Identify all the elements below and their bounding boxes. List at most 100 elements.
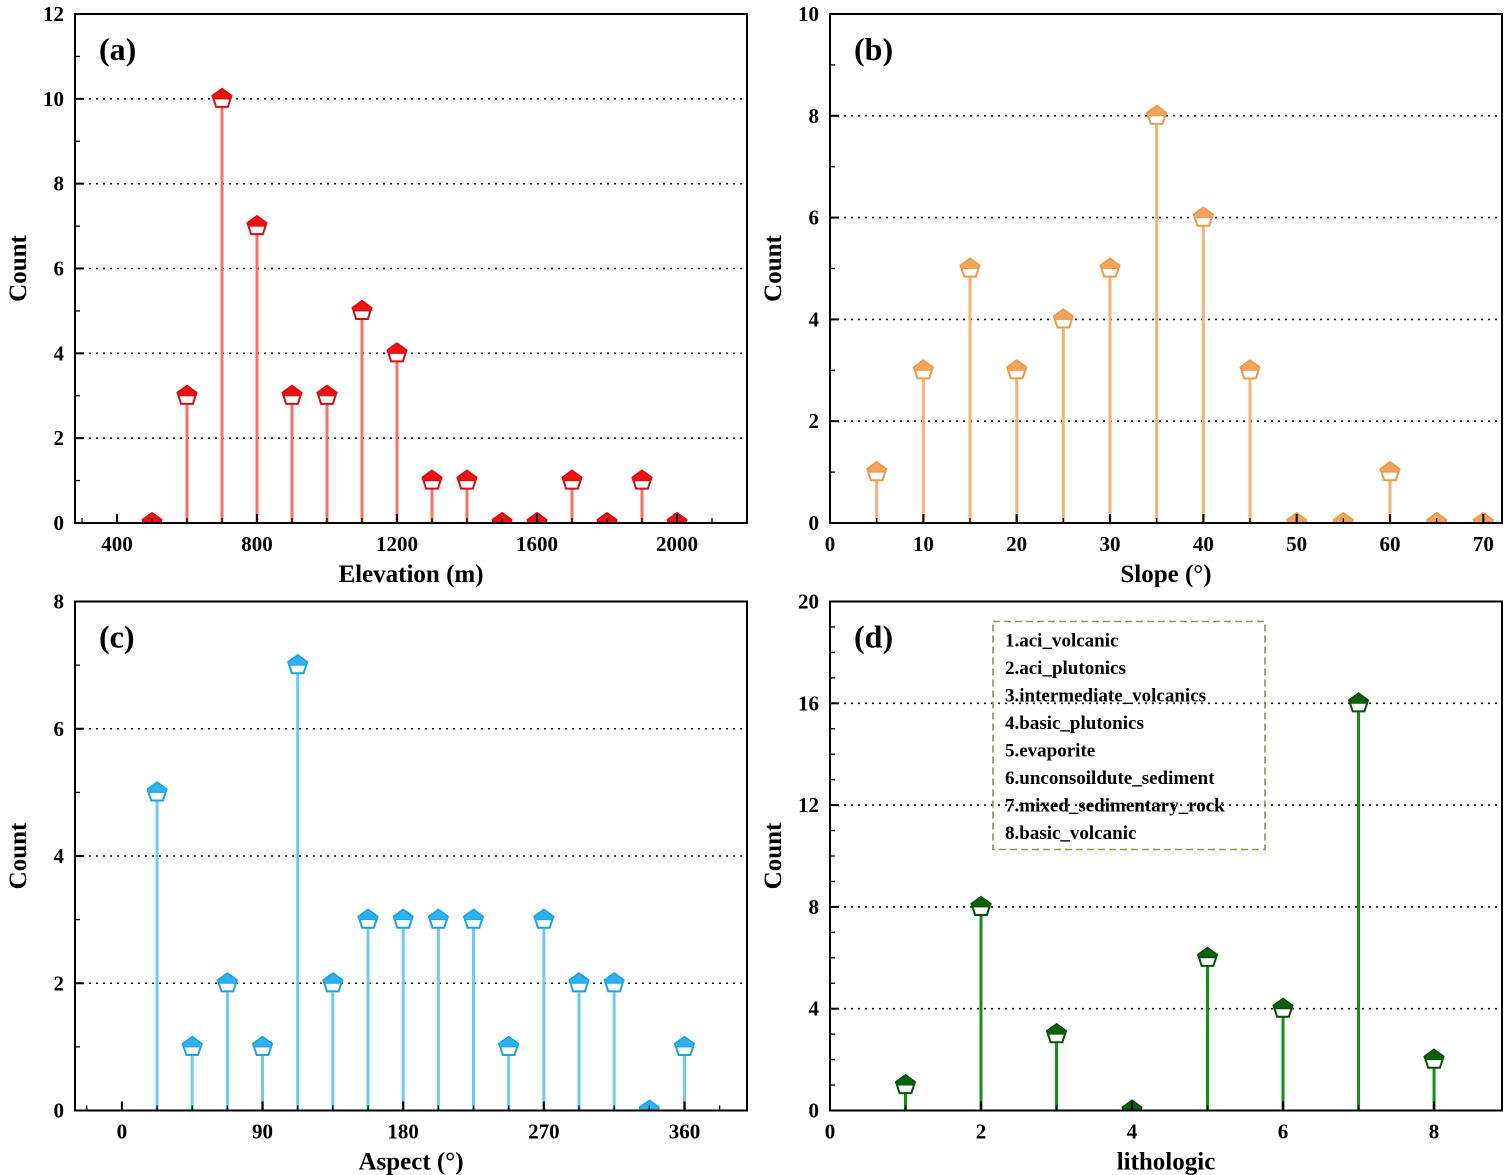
marker-top-fill: [1348, 692, 1369, 704]
y-tick-label: 2: [54, 426, 65, 450]
marker-top-fill: [287, 654, 308, 666]
x-tick-label: 6: [1278, 1120, 1289, 1144]
legend-item: 1.aci_volcanic: [1005, 631, 1118, 652]
marker-top-fill: [386, 342, 408, 354]
marker-top-fill: [421, 469, 443, 482]
series-group: [865, 104, 1495, 523]
x-tick-label: 180: [387, 1120, 419, 1144]
x-tick-label: 40: [1193, 532, 1214, 556]
y-tick-label: 2: [809, 409, 820, 433]
legend-item: 6.unconsoildute_sediment: [1005, 768, 1215, 789]
y-tick-label: 4: [809, 307, 820, 331]
marker-top-fill: [252, 1036, 273, 1048]
series-group: [894, 692, 1445, 1111]
y-tick-label: 6: [809, 206, 820, 230]
y-tick-label: 0: [54, 511, 65, 535]
x-tick-label: 400: [101, 532, 133, 556]
y-tick-label: 8: [54, 590, 65, 614]
marker-top-fill: [1146, 105, 1167, 117]
y-tick-label: 8: [809, 895, 820, 919]
y-tick-label: 4: [54, 341, 65, 365]
x-axis-label: Aspect (°): [358, 1149, 463, 1175]
marker-top-fill: [866, 461, 887, 473]
marker-top-fill: [533, 909, 554, 921]
marker-top-fill: [674, 1036, 695, 1048]
marker-top-fill: [393, 909, 414, 921]
marker-top-fill: [217, 972, 238, 984]
x-tick-label: 2: [976, 1120, 987, 1144]
x-tick-label: 2000: [656, 532, 698, 556]
marker-top-fill: [1193, 206, 1214, 219]
series-group: [141, 87, 688, 523]
marker-top-fill: [1379, 461, 1401, 473]
x-tick-label: 30: [1100, 532, 1121, 556]
legend-item: 8.basic_volcanic: [1005, 823, 1136, 844]
marker-top-fill: [1423, 1048, 1445, 1061]
panel-tag: (a): [99, 31, 136, 67]
marker-top-fill: [176, 385, 198, 397]
legend-item: 2.aci_plutonics: [1005, 658, 1126, 679]
y-tick-label: 10: [43, 87, 64, 111]
legend-item: 4.basic_plutonics: [1005, 713, 1144, 734]
marker-top-fill: [561, 469, 583, 482]
y-tick-label: 16: [798, 691, 819, 715]
marker-top-fill: [351, 300, 373, 312]
marker-top-fill: [959, 257, 981, 269]
marker-top-fill: [1197, 947, 1218, 959]
marker-top-fill: [463, 909, 484, 921]
x-tick-label: 90: [252, 1120, 273, 1144]
marker-top-fill: [146, 781, 168, 793]
axes-box: [829, 600, 1503, 1112]
legend-box: [992, 620, 1266, 851]
marker-top-fill: [631, 469, 653, 482]
marker-top-fill: [568, 972, 590, 984]
marker-top-fill: [1006, 359, 1027, 371]
y-tick-label: 10: [798, 2, 819, 26]
x-axis-label: Slope (°): [1120, 561, 1211, 587]
y-tick-label: 2: [54, 971, 65, 995]
panel-a-chart: 400 800 1200 1600 2000 0 2 4 6 8 10 12 Elevation (m)…: [0, 0, 755, 587]
y-tick-label: 12: [43, 2, 64, 26]
panel-b-chart: 0 10 20 30 40 50 60 70 0 2 4 6 8 10 Slope (°) Count (b): [755, 0, 1510, 587]
y-tick-label: 12: [798, 793, 819, 817]
legend-item: 7.mixed_sedimentary_rock: [1005, 796, 1225, 817]
x-tick-label: 800: [241, 532, 273, 556]
y-tick-label: 0: [54, 1099, 65, 1123]
x-tick-label: 20: [1006, 532, 1027, 556]
marker-top-fill: [1046, 1023, 1067, 1035]
y-axis-label: Count: [760, 234, 787, 301]
marker-top-fill: [1239, 359, 1261, 371]
marker-top-fill: [357, 909, 379, 921]
y-tick-label: 20: [798, 590, 819, 614]
x-tick-label: 50: [1286, 532, 1307, 556]
panel-tag: (d): [854, 619, 893, 655]
marker-top-fill: [316, 385, 338, 397]
marker-top-fill: [246, 215, 268, 227]
marker-top-fill: [1272, 998, 1294, 1010]
axes-box: [829, 13, 1503, 524]
x-tick-label: 8: [1429, 1120, 1440, 1144]
y-tick-label: 4: [54, 844, 65, 868]
y-tick-label: 6: [54, 717, 65, 741]
marker-top-fill: [281, 385, 303, 397]
x-tick-label: 270: [528, 1120, 560, 1144]
x-axis-label: Elevation (m): [338, 561, 483, 587]
marker-top-fill: [456, 469, 478, 482]
series-group: [146, 653, 696, 1111]
x-tick-label: 0: [825, 1120, 836, 1144]
marker-top-fill: [1053, 308, 1074, 320]
y-axis-label: Count: [5, 234, 32, 301]
marker-top-fill: [428, 909, 449, 921]
x-axis-label: lithologic: [1117, 1149, 1216, 1175]
x-tick-label: 1600: [516, 532, 558, 556]
y-tick-label: 8: [54, 172, 65, 196]
x-tick-label: 360: [669, 1120, 701, 1144]
marker-top-fill: [970, 896, 992, 908]
y-axis-label: Count: [760, 822, 787, 889]
x-tick-label: 4: [1127, 1120, 1138, 1144]
panel-d-chart: 0 2 4 6 8 0 4 8 12 16 20 lithologic Count (d) 1.aci_vo…: [755, 587, 1510, 1175]
legend-item: 5.evaporite: [1005, 741, 1095, 762]
x-tick-label: 10: [913, 532, 934, 556]
marker-top-fill: [182, 1036, 203, 1048]
